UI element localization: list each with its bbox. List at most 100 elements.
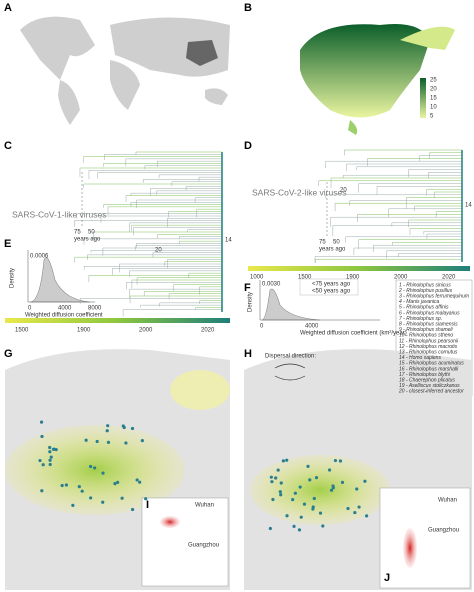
tip-label: 14 <box>225 238 232 244</box>
sample-point <box>120 496 124 500</box>
sample-point <box>48 458 52 462</box>
sample-point <box>291 497 295 502</box>
host-entry: 7 - Rhinolophus sp. <box>399 316 442 322</box>
sample-point <box>80 489 84 493</box>
sample-point <box>89 464 93 469</box>
panel-label: B <box>244 2 252 14</box>
axis-tick: 1500 <box>298 275 312 281</box>
axis-tick: 1000 <box>250 275 264 281</box>
sample-point <box>321 524 325 528</box>
sample-point <box>274 476 278 480</box>
sample-point <box>89 496 93 500</box>
sample-point <box>113 482 117 486</box>
marker-label: 50 <box>88 230 95 236</box>
host-entry: 4 - Manis javanica <box>399 299 440 305</box>
sample-point <box>276 468 280 472</box>
tree-title: SARS-CoV-1-like viruses <box>12 209 106 219</box>
sample-point <box>271 497 275 502</box>
tip-label: 14 <box>465 203 472 209</box>
axis-tick: 2020 <box>442 275 456 281</box>
sample-point <box>138 480 142 484</box>
sample-point <box>298 485 302 489</box>
panel-label: D <box>244 140 252 152</box>
sample-point <box>363 479 367 483</box>
sample-point <box>312 496 316 501</box>
sample-point <box>292 524 296 529</box>
sample-point <box>338 459 343 463</box>
sample-point <box>48 450 52 454</box>
sample-point <box>40 489 44 493</box>
sample-point <box>71 503 75 507</box>
axis-tick: 4000 <box>58 306 72 312</box>
axis-label: Weighted diffusion coefficient (km²/year… <box>300 331 407 337</box>
map-g <box>5 349 230 590</box>
sample-point <box>318 511 323 515</box>
axis-tick: 1900 <box>77 328 91 334</box>
panel-label: H <box>244 348 252 360</box>
panel-label: C <box>4 140 12 152</box>
host-entry: 18 - Chaerephon plicatus <box>399 378 455 384</box>
sample-point <box>302 502 307 506</box>
dispersal-label: Dispersal direction: <box>265 354 316 360</box>
sample-point <box>95 439 99 444</box>
sample-point <box>84 438 88 442</box>
sample-point <box>311 507 315 511</box>
host-entry: 2 - Rhinolophus pusillus <box>398 288 453 294</box>
host-entry: 20 - closest-inferred ancestor <box>398 389 464 395</box>
host-entry: 12 - Rhinolophus macrotis <box>399 344 458 350</box>
sample-point <box>353 510 357 515</box>
sample-point <box>331 486 335 490</box>
panel-label: A <box>4 2 12 14</box>
sample-point <box>106 440 111 444</box>
sample-point <box>278 490 282 494</box>
sample-point <box>364 514 369 518</box>
marker-label: 75 <box>74 230 81 236</box>
sample-point <box>355 487 359 491</box>
china-map <box>300 24 455 135</box>
axis-label: Density <box>10 268 16 288</box>
tip-label: 20 <box>155 248 162 254</box>
sample-point <box>116 480 120 485</box>
host-entry: 1 - Rhinolophus sinicus <box>399 282 451 288</box>
axis-tick: 8000 <box>88 306 102 312</box>
host-entry: 17 - Rhinolophus blythi <box>399 372 451 378</box>
sample-point <box>269 475 273 479</box>
sample-point <box>130 507 135 512</box>
sample-point <box>329 488 334 492</box>
sample-point <box>130 426 135 431</box>
sample-point <box>268 526 272 531</box>
sample-point <box>124 441 128 445</box>
host-entry: 11 - Rhinolophus pearsonii <box>399 338 459 344</box>
host-entry: 10 - Rhinolophus stheno <box>399 333 453 339</box>
sample-point <box>49 455 53 459</box>
sample-point <box>106 424 110 428</box>
sample-point <box>101 471 105 475</box>
host-entry: 19 - Aselliscus stoliczkanus <box>399 383 460 389</box>
sample-point <box>299 515 303 519</box>
sample-point <box>48 445 52 450</box>
density-plot <box>259 278 380 321</box>
host-entry: 16 - Rhinolophus marshalli <box>399 366 459 372</box>
sample-point <box>101 500 105 504</box>
legend-entry: <75 years ago <box>312 282 351 288</box>
host-entry: 5 - Rhinolophus affinis <box>399 305 449 311</box>
host-entry: 13 - Rhinolophus cornutus <box>399 350 458 356</box>
legend-tick: 15 <box>430 96 437 102</box>
sample-point <box>39 420 44 424</box>
city-label: Guangzhou <box>188 543 219 549</box>
sample-point <box>122 425 126 430</box>
panel-label: F <box>244 282 251 294</box>
tip-label: 20 <box>340 188 347 194</box>
axis-tick: 0.0030 <box>262 282 281 288</box>
axis-tick: 4000 <box>305 324 319 330</box>
time-bar <box>248 266 470 271</box>
panel-label: E <box>4 238 11 250</box>
sample-point <box>333 458 338 463</box>
sample-point <box>270 480 274 484</box>
legend-entry: <50 years ago <box>312 289 351 295</box>
host-entry: 8 - Rhinolophus siamensis <box>399 322 458 328</box>
axis-tick: 0.0006 <box>30 254 49 260</box>
sample-point <box>135 478 139 482</box>
legend-tick: 20 <box>430 87 437 93</box>
